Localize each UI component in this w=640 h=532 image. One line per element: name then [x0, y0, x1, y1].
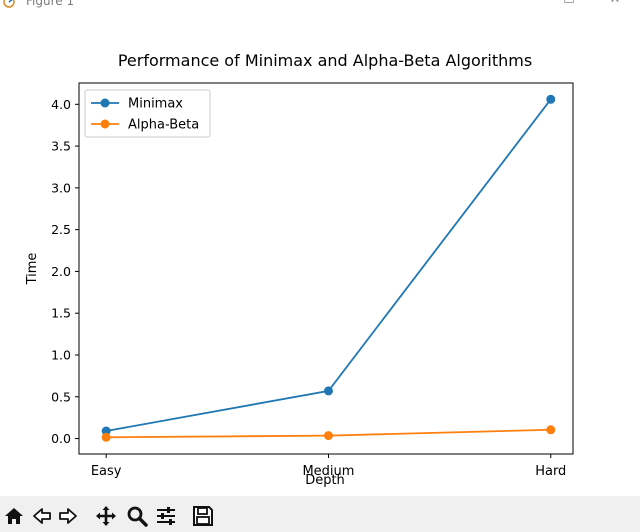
data-point	[101, 426, 111, 436]
forward-arrow-icon[interactable]	[57, 505, 79, 527]
legend-marker	[100, 119, 110, 129]
y-tick-label: 0.0	[51, 431, 71, 446]
x-tick-label: Medium	[302, 464, 354, 479]
navigation-toolbar	[0, 496, 640, 532]
maximize-button[interactable]: ☐	[546, 0, 592, 9]
x-axis: Easy Medium Hard	[91, 454, 566, 479]
legend-box	[84, 89, 211, 138]
figure-canvas[interactable]: Performance of Minimax and Alpha-Beta Al…	[0, 10, 640, 496]
x-tick-label: Hard	[535, 464, 566, 479]
y-tick-label: 0.5	[51, 389, 71, 404]
pan-icon[interactable]	[95, 505, 117, 527]
line-chart: Performance of Minimax and Alpha-Beta Al…	[25, 51, 574, 488]
y-tick-label: 3.5	[51, 139, 71, 154]
legend: Minimax Alpha-Beta	[84, 89, 211, 138]
y-tick-label: 2.0	[51, 264, 71, 279]
window-title: Figure 1	[26, 0, 75, 8]
plot-area	[78, 82, 574, 455]
matplotlib-app-icon	[2, 0, 18, 8]
title-bar: Figure 1 — ☐ ✕	[0, 0, 640, 10]
data-point	[546, 425, 556, 435]
back-arrow-icon[interactable]	[31, 505, 53, 527]
y-axis: 0.0 0.5 1.0 1.5 2.0 2.5 3.0 3.5 4.0	[51, 97, 79, 446]
x-axis-label: Depth	[305, 473, 345, 488]
data-point	[101, 432, 111, 442]
legend-label: Alpha-Beta	[128, 118, 199, 133]
legend-marker	[100, 98, 110, 108]
series-line-minimax	[106, 98, 552, 432]
series-group	[101, 94, 556, 442]
home-icon[interactable]	[3, 505, 25, 527]
y-axis-label: Time	[25, 253, 40, 286]
minimize-button[interactable]: —	[500, 0, 546, 9]
close-button[interactable]: ✕	[592, 0, 638, 9]
data-point	[323, 431, 333, 441]
data-point	[323, 386, 333, 396]
save-icon[interactable]	[192, 505, 214, 527]
data-point	[546, 94, 556, 104]
y-tick-label: 4.0	[51, 97, 71, 112]
y-tick-label: 1.0	[51, 347, 71, 362]
y-tick-label: 2.5	[51, 222, 71, 237]
y-tick-label: 3.0	[51, 180, 71, 195]
y-tick-label: 1.5	[51, 306, 71, 321]
configure-subplots-icon[interactable]	[155, 505, 177, 527]
zoom-icon[interactable]	[126, 505, 148, 527]
legend-label: Minimax	[128, 97, 183, 112]
chart-title: Performance of Minimax and Alpha-Beta Al…	[118, 51, 532, 70]
x-tick-label: Easy	[91, 464, 122, 479]
